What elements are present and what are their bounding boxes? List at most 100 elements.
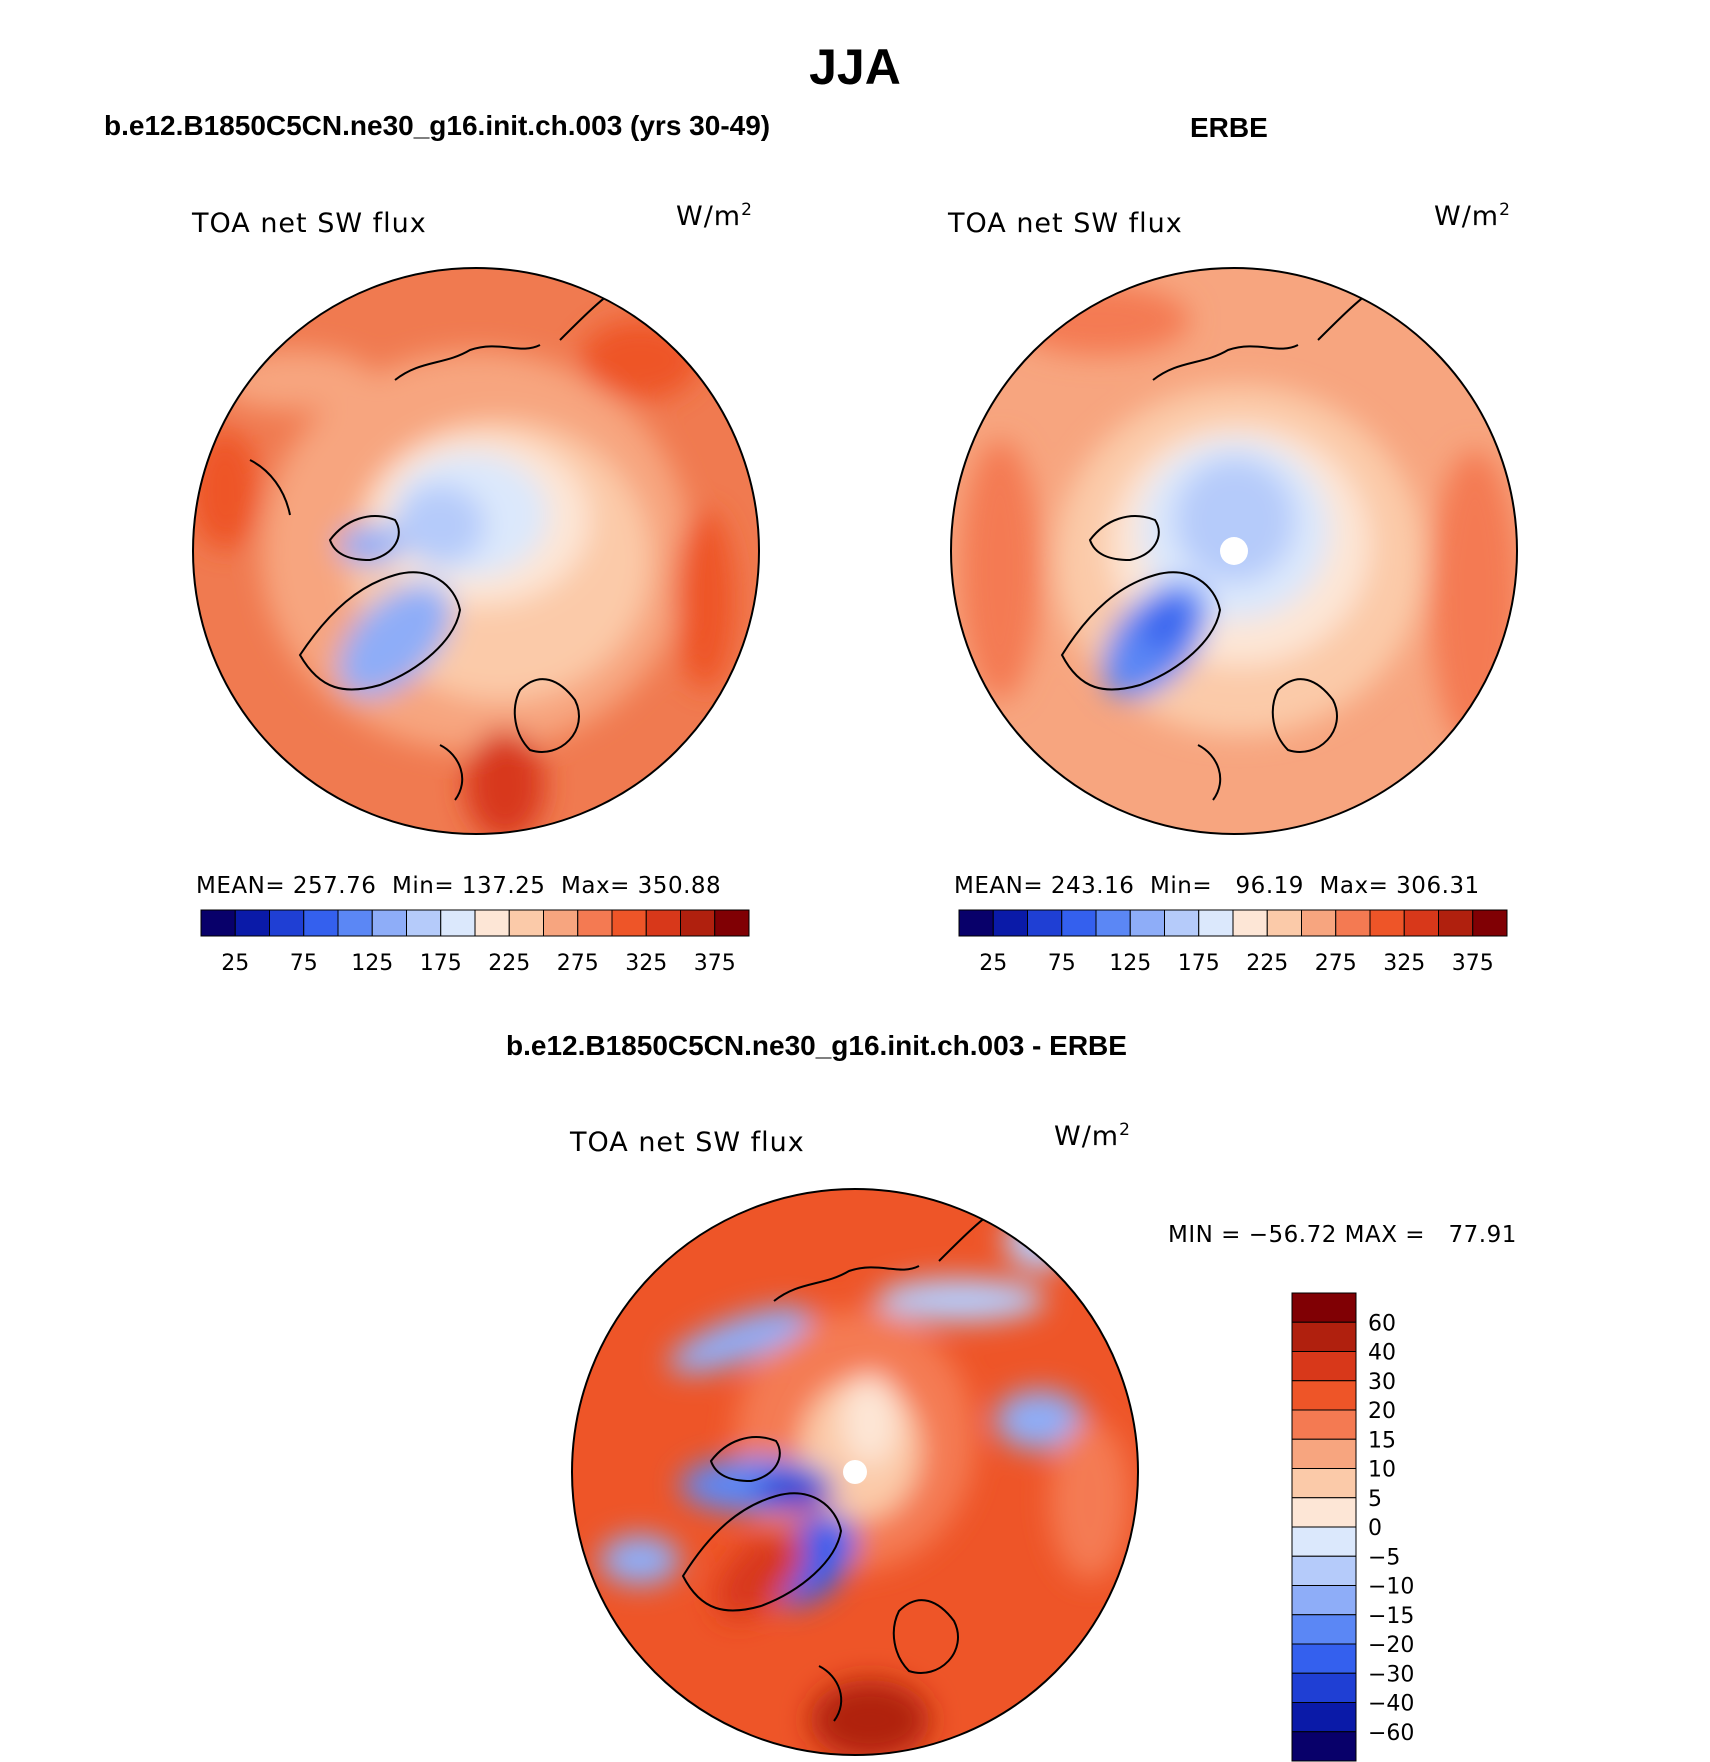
map-3-pole-hole	[843, 1460, 867, 1484]
colorbar-1-swatch	[371, 909, 407, 937]
map-1-field	[193, 320, 735, 834]
colorbar-1-swatch	[269, 909, 305, 937]
colorbar-1-swatch	[303, 909, 339, 937]
colorbar-3-swatch	[1291, 1321, 1357, 1352]
panel-1-units: W/m2	[676, 200, 753, 232]
colorbar-1-tick-label: 75	[290, 951, 318, 976]
colorbar-1-tick-label: 325	[625, 951, 667, 976]
colorbar-2-swatch	[1164, 909, 1200, 937]
panel-1-min-label: Min=	[392, 873, 455, 899]
panel-2-title: ERBE	[1190, 112, 1268, 143]
colorbar-3-swatch	[1291, 1292, 1357, 1323]
panel-1-units-base: W/m	[676, 201, 742, 232]
colorbar-3-tick-label: 40	[1368, 1341, 1396, 1366]
panel-2-min-label: Min=	[1150, 873, 1213, 899]
colorbar-3-tick-label: 20	[1368, 1399, 1396, 1424]
colorbar-1-tick-label: 175	[420, 951, 462, 976]
panel-3-minmax: MIN = −56.72 MAX = 77.91	[1168, 1222, 1517, 1248]
panel-1-mean-value: 257.76	[292, 873, 377, 899]
colorbar-2-tick-label: 225	[1246, 951, 1288, 976]
panel-1-min-value: 137.25	[461, 873, 546, 899]
panel-1-stats: MEAN= 257.76 Min= 137.25 Max= 350.88	[196, 873, 721, 899]
colorbar-3-tick-label: −10	[1368, 1575, 1414, 1600]
colorbar-3-swatch	[1291, 1555, 1357, 1586]
colorbar-2-swatch	[1198, 909, 1234, 937]
panel-3-max-value: 77.91	[1448, 1222, 1517, 1248]
colorbar-2-tick-label: 175	[1178, 951, 1220, 976]
colorbar-2-swatch	[992, 909, 1028, 937]
colorbar-2-tick-label: 275	[1315, 951, 1357, 976]
colorbar-2-swatch	[1369, 909, 1405, 937]
panel-2-mean-label: MEAN=	[954, 873, 1044, 899]
colorbar-1-swatch	[337, 909, 373, 937]
panel-3-minmax-label: MIN = −56.72 MAX =	[1168, 1222, 1426, 1248]
panel-3-units-base: W/m	[1054, 1121, 1120, 1152]
colorbar-2-tick-label: 325	[1383, 951, 1425, 976]
colorbar-1-swatch	[440, 909, 476, 937]
colorbar-2-swatch	[1403, 909, 1439, 937]
panel-2-mean-value: 243.16	[1050, 873, 1135, 899]
colorbar-3-tick-label: −40	[1368, 1692, 1414, 1717]
colorbar-1-swatch	[714, 909, 750, 937]
colorbar-1-swatch	[508, 909, 544, 937]
panel-2-units-base: W/m	[1434, 201, 1500, 232]
map-3-outline	[571, 1188, 1139, 1756]
panel-1-max-label: Max=	[561, 873, 630, 899]
colorbar-1: 25 75 125 175 225 275 325 375	[200, 909, 750, 976]
colorbar-1-tick-label: 225	[488, 951, 530, 976]
colorbar-2-swatch	[1129, 909, 1165, 937]
colorbar-2: 25 75 125 175 225 275 325 375	[958, 909, 1508, 976]
panel-2-stats: MEAN= 243.16 Min= 96.19 Max= 306.31	[954, 873, 1480, 899]
map-1-outline	[192, 267, 760, 835]
colorbar-3-swatch	[1291, 1614, 1357, 1645]
colorbar-1-swatch	[234, 909, 270, 937]
figure-title: JJA	[809, 39, 901, 95]
colorbar-1-tick-label: 25	[221, 951, 249, 976]
colorbar-2-swatch	[1438, 909, 1474, 937]
panel-1-title: b.e12.B1850C5CN.ne30_g16.init.ch.003 (yr…	[104, 110, 771, 141]
colorbar-3-tick-label: 10	[1368, 1458, 1396, 1483]
colorbar-2-tick-label: 125	[1109, 951, 1151, 976]
map-2-outline	[950, 267, 1518, 835]
colorbar-3-tick-label: −30	[1368, 1662, 1414, 1687]
panel-3-units: W/m2	[1054, 1120, 1131, 1152]
colorbar-2-tick-label: 25	[979, 951, 1007, 976]
colorbar-3-swatch	[1291, 1351, 1357, 1382]
colorbar-3-tick-label: −5	[1368, 1545, 1400, 1570]
colorbar-3: 60 40 30 20 15 10 5 0 −5 −10 −15 −20 −30 −40 −60	[1291, 1292, 1414, 1762]
colorbar-3-tick-label: −15	[1368, 1604, 1414, 1629]
colorbar-3-swatch	[1291, 1380, 1357, 1411]
colorbar-3-swatch	[1291, 1438, 1357, 1469]
colorbar-3-swatch	[1291, 1643, 1357, 1674]
panel-2-units: W/m2	[1434, 200, 1511, 232]
panel-2-min-value: 96.19	[1235, 873, 1304, 899]
colorbar-2-swatch	[1266, 909, 1302, 937]
colorbar-1-swatch	[200, 909, 236, 937]
colorbar-1-tick-label: 375	[694, 951, 736, 976]
colorbar-3-tick-label: 15	[1368, 1428, 1396, 1453]
panel-1-units-exponent: 2	[741, 200, 753, 220]
colorbar-2-swatch	[1232, 909, 1268, 937]
colorbar-3-swatch	[1291, 1731, 1357, 1762]
colorbar-3-swatch	[1291, 1672, 1357, 1703]
panel-3-units-exponent: 2	[1119, 1120, 1131, 1140]
colorbar-2-swatch	[1027, 909, 1063, 937]
colorbar-3-tick-label: 5	[1368, 1487, 1382, 1512]
colorbar-2-tick-label: 375	[1452, 951, 1494, 976]
colorbar-3-tick-label: −60	[1368, 1721, 1414, 1746]
colorbar-1-swatch	[611, 909, 647, 937]
colorbar-1-swatch	[577, 909, 613, 937]
map-2-pole-hole	[1220, 537, 1248, 565]
colorbar-3-swatch	[1291, 1585, 1357, 1616]
colorbar-2-tick-label: 75	[1048, 951, 1076, 976]
colorbar-1-swatch	[474, 909, 510, 937]
colorbar-2-swatch	[1301, 909, 1337, 937]
colorbar-2-swatch	[958, 909, 994, 937]
panel-3-variable-label: TOA net SW flux	[570, 1127, 805, 1158]
colorbar-2-swatch	[1061, 909, 1097, 937]
panel-2-variable-label: TOA net SW flux	[948, 208, 1183, 239]
colorbar-3-tick-label: 30	[1368, 1370, 1396, 1395]
colorbar-2-swatch	[1095, 909, 1131, 937]
panel-1-max-value: 350.88	[637, 873, 722, 899]
